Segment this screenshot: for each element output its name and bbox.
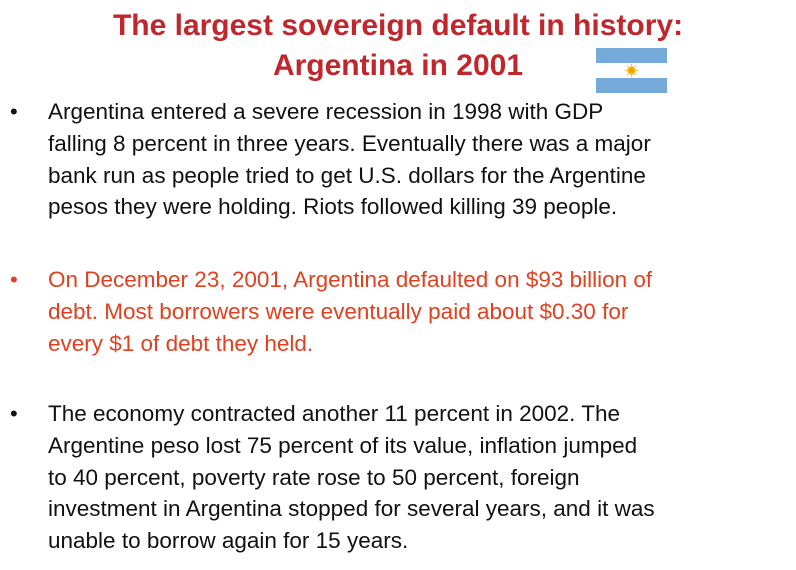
bullet-line: bank run as people tried to get U.S. dol… xyxy=(48,162,646,188)
flag-bottom-stripe xyxy=(596,78,667,93)
bullet-line: to 40 percent, poverty rate rose to 50 p… xyxy=(48,464,580,490)
bullet-line: On December 23, 2001, Argentina defaulte… xyxy=(48,267,653,292)
bullet-line: debt. Most borrowers were eventually pai… xyxy=(48,298,629,324)
sun-of-may-icon xyxy=(624,63,639,78)
bullet-line: Argentine peso lost 75 percent of its va… xyxy=(48,432,638,458)
bullet-marker: • xyxy=(10,401,18,426)
argentina-flag-icon xyxy=(596,48,667,93)
flag-top-stripe xyxy=(596,48,667,63)
slide-title: The largest sovereign default in history… xyxy=(0,6,796,86)
bullet-line: investment in Argentina stopped for seve… xyxy=(48,496,655,522)
bullet-marker: • xyxy=(10,267,18,292)
bullet-line: falling 8 percent in three years. Eventu… xyxy=(48,130,651,156)
bullet-text: The economy contracted another 11 percen… xyxy=(48,398,792,557)
bullet-text: On December 23, 2001, Argentina defaulte… xyxy=(48,264,792,359)
slide-title-line-1: The largest sovereign default in history… xyxy=(112,9,684,42)
bullet-marker: • xyxy=(10,99,18,124)
bullet-line: Argentina entered a severe recession in … xyxy=(48,99,604,124)
bullet-line: The economy contracted another 11 percen… xyxy=(48,401,621,426)
bullet-line: every $1 of debt they held. xyxy=(48,330,314,356)
bullet-text: Argentina entered a severe recession in … xyxy=(48,96,792,223)
slide-title-line-2: Argentina in 2001 xyxy=(272,49,524,82)
bullet-line: pesos they were holding. Riots followed … xyxy=(48,194,618,220)
bullet-line: unable to borrow again for 15 years. xyxy=(48,528,409,554)
